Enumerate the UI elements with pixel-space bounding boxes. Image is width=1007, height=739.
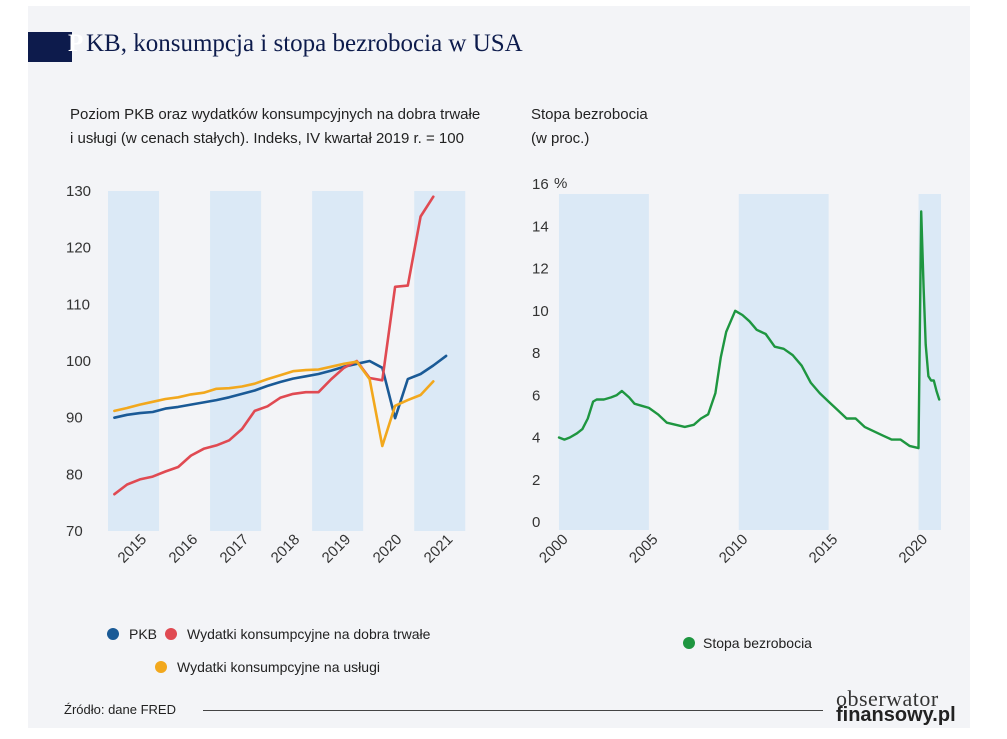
source-note: Źródło: dane FRED <box>64 702 176 717</box>
right-shaded-band-0 <box>558 194 649 530</box>
right-x-tick-label-2000: 2000 <box>536 531 572 567</box>
right-y-tick-label-4: 4 <box>532 430 540 447</box>
right-y-tick-label-0: 0 <box>532 514 540 531</box>
left-x-tick-label-2020: 2020 <box>370 531 406 567</box>
right-shaded-band-1 <box>738 194 829 530</box>
left-x-tick-label-2016: 2016 <box>166 531 202 567</box>
title-first-letter: P <box>68 30 84 57</box>
left-x-tick-label-2017: 2017 <box>217 531 253 567</box>
logo-text-bottom: finansowy.pl <box>836 704 956 726</box>
left-y-tick-label-130: 130 <box>66 183 91 200</box>
left-x-tick-label-2021: 2021 <box>421 531 457 567</box>
right-x-tick-label-2010: 2010 <box>716 531 752 567</box>
right-chart-subtitle: Stopa bezrobocia (w proc.) <box>531 103 648 151</box>
right-y-tick-label-8: 8 <box>532 345 540 362</box>
legend-dot-services <box>155 661 167 673</box>
legend-label-durable: Wydatki konsumpcyjne na dobra trwałe <box>187 626 431 642</box>
left-series-line-durable <box>113 195 435 496</box>
left-x-tick-label-2015: 2015 <box>115 531 151 567</box>
left-y-tick-label-90: 90 <box>66 410 83 427</box>
left-y-tick-label-120: 120 <box>66 240 91 257</box>
legend-dot-durable <box>165 628 177 640</box>
logo-text-top: obserwator <box>836 686 939 711</box>
legend-label-unemployment: Stopa bezrobocia <box>703 635 812 651</box>
right-y-tick-label-2: 2 <box>532 472 540 489</box>
left-subtitle-line2: i usługi (w cenach stałych). Indeks, IV … <box>70 130 464 147</box>
left-y-tick-label-80: 80 <box>66 466 83 483</box>
left-x-tick-label-2018: 2018 <box>268 531 304 567</box>
right-x-tick-label-2005: 2005 <box>626 531 662 567</box>
page-title: KB, konsumpcja i stopa bezrobocia w USA <box>86 30 523 57</box>
right-x-tick-label-2020: 2020 <box>896 531 932 567</box>
right-y-tick-label-10: 10 <box>532 303 549 320</box>
left-series-line-services <box>113 360 435 448</box>
legend-dot-pkb <box>107 628 119 640</box>
title-accent-bar <box>28 32 72 62</box>
left-shaded-band-2015 <box>108 191 160 531</box>
left-shaded-band-2017 <box>210 191 262 531</box>
right-y-tick-label-12: 12 <box>532 261 549 278</box>
source-divider <box>203 710 823 711</box>
left-subtitle-line1: Poziom PKB oraz wydatków konsumpcyjnych … <box>70 106 481 123</box>
legend-dot-unemployment <box>683 637 695 649</box>
right-subtitle-line1: Stopa bezrobocia <box>531 106 648 123</box>
left-y-tick-label-100: 100 <box>66 353 91 370</box>
right-y-tick-label-16: 16 <box>532 176 549 193</box>
legend-label-pkb: PKB <box>129 626 157 642</box>
left-series-line-pkb <box>113 354 448 420</box>
left-chart-subtitle: Poziom PKB oraz wydatków konsumpcyjnych … <box>70 103 480 151</box>
right-x-tick-label-2015: 2015 <box>806 531 842 567</box>
right-y-unit-label: % <box>554 175 567 192</box>
right-subtitle-line2: (w proc.) <box>531 130 590 147</box>
legend-label-services: Wydatki konsumpcyjne na usługi <box>177 659 380 675</box>
right-y-tick-label-6: 6 <box>532 387 540 404</box>
right-series-line-unemployment <box>557 210 941 450</box>
left-y-tick-label-110: 110 <box>66 296 90 313</box>
right-y-tick-label-14: 14 <box>532 218 549 235</box>
left-x-tick-label-2019: 2019 <box>319 531 355 567</box>
left-y-tick-label-70: 70 <box>66 523 83 540</box>
